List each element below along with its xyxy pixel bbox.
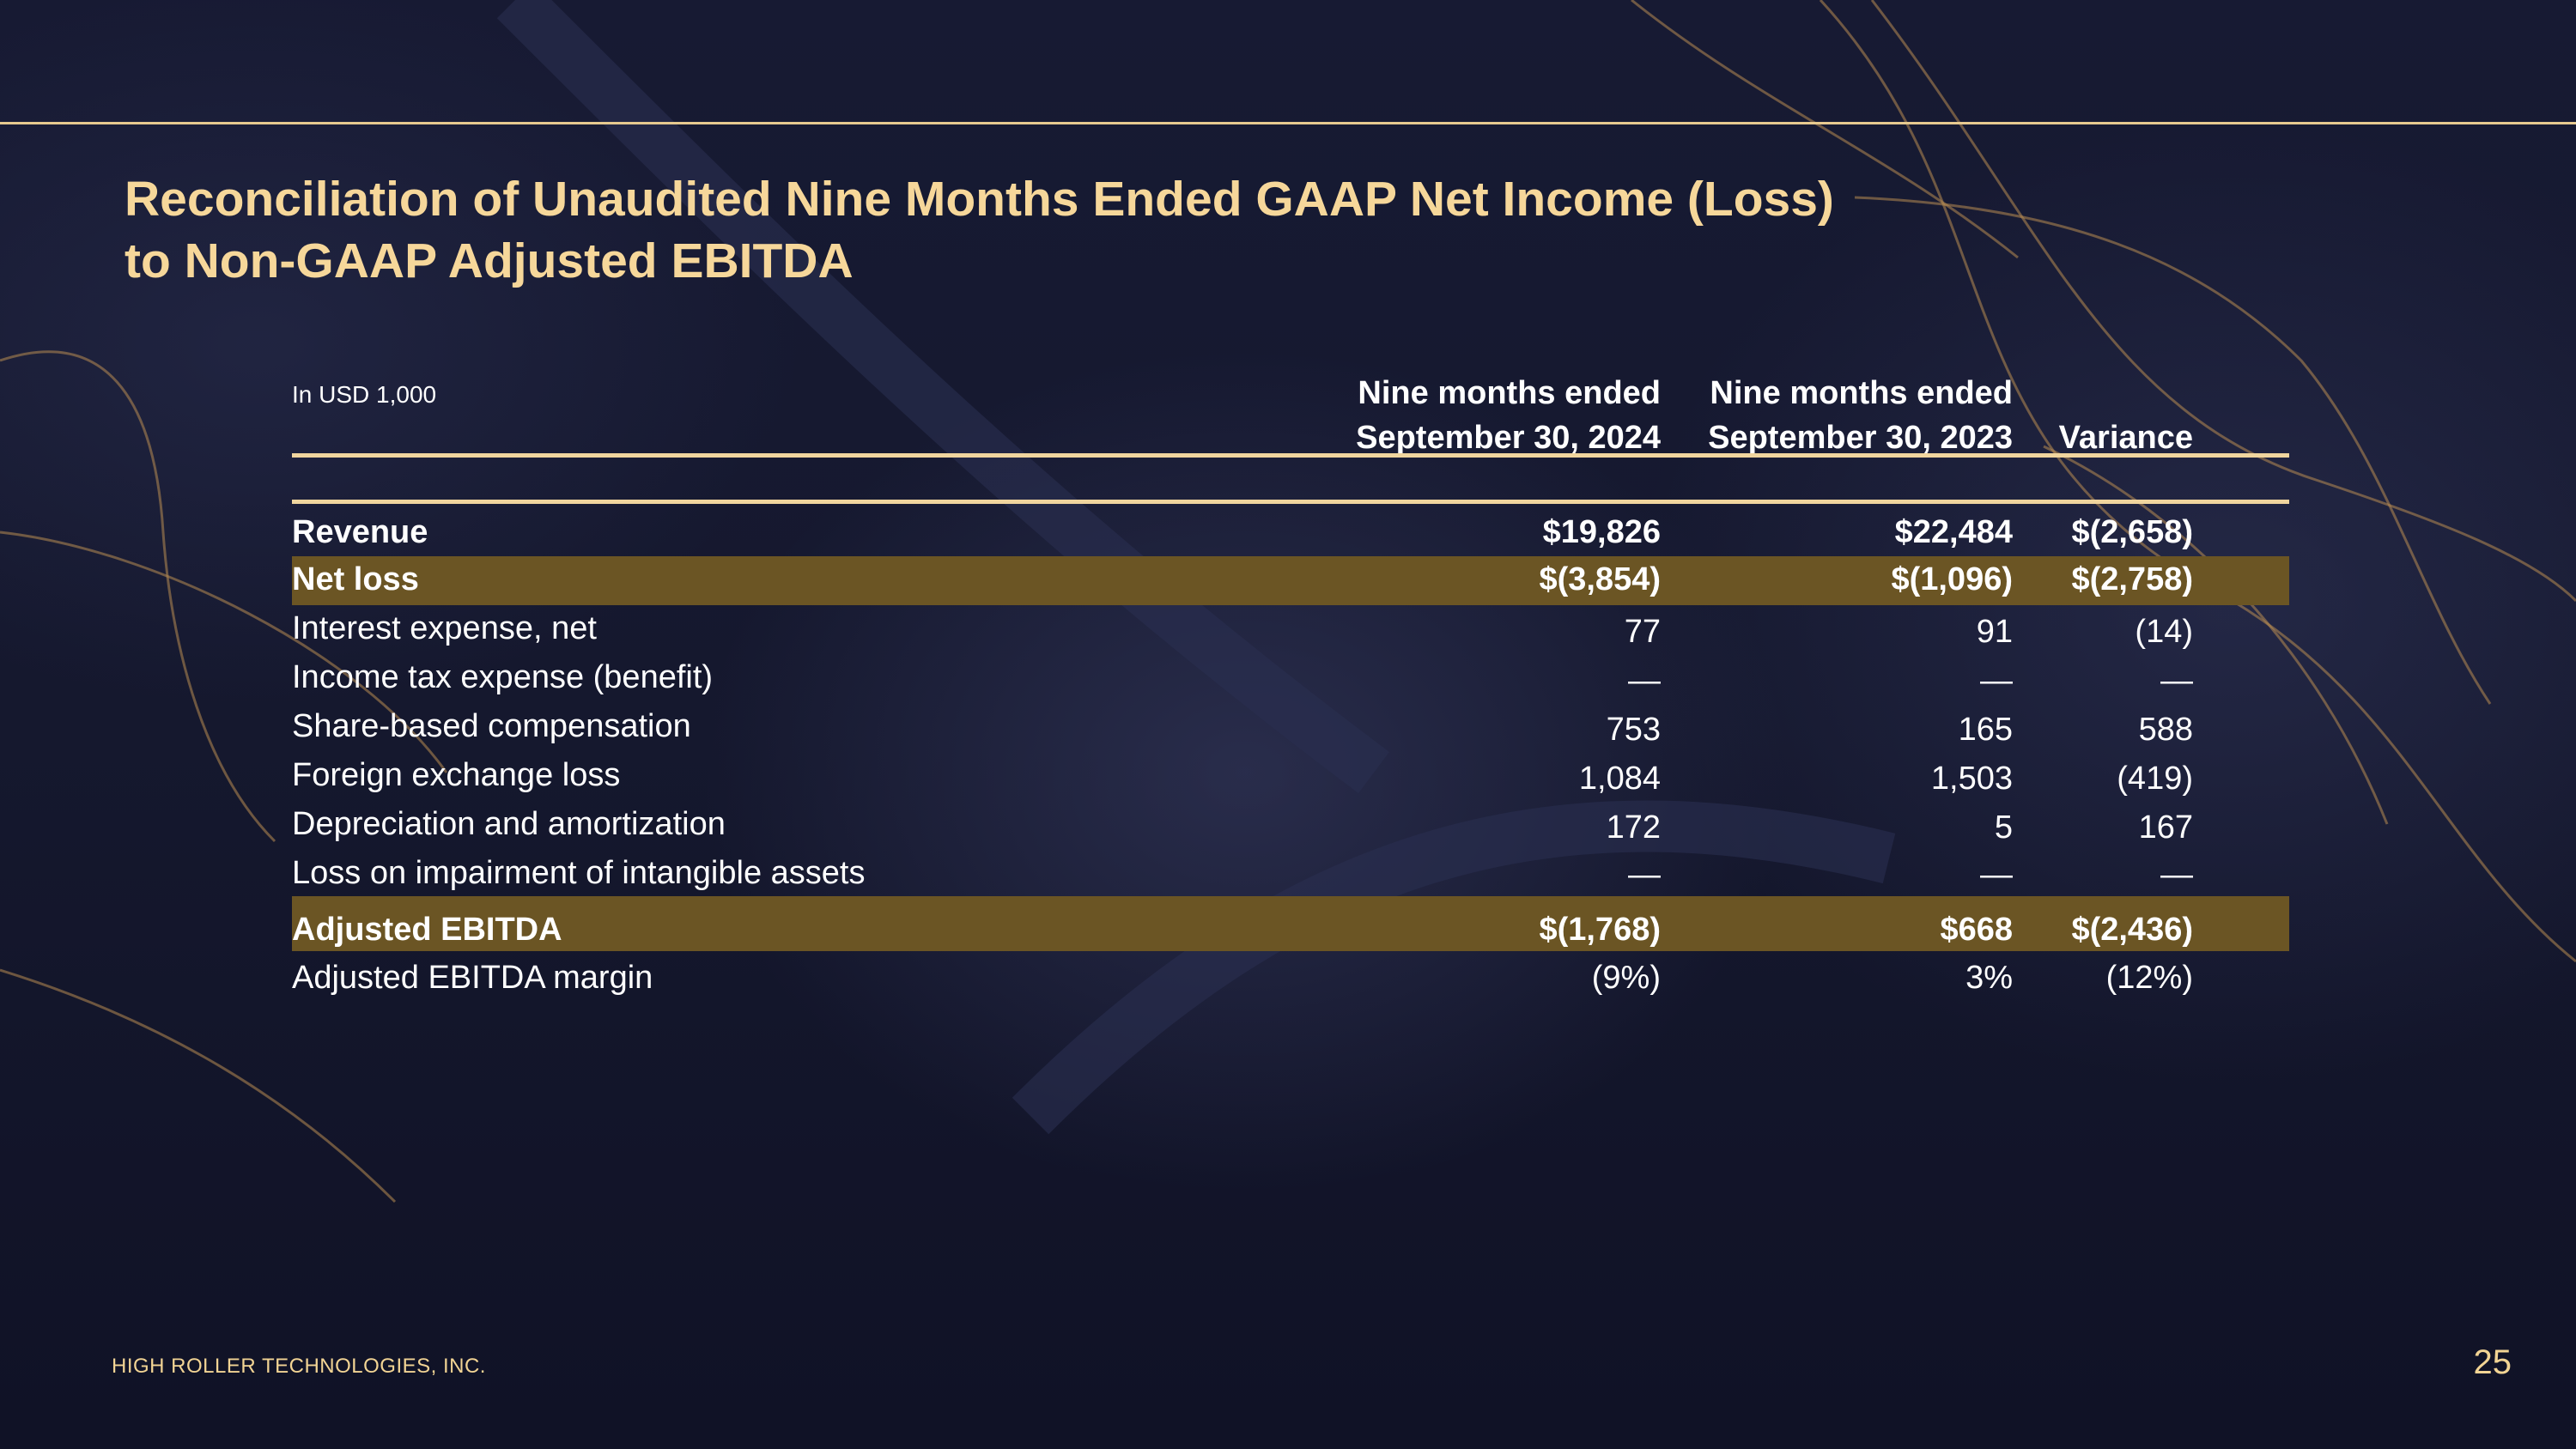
cell-2024: 172 bbox=[1606, 809, 1661, 846]
row-label: Adjusted EBITDA margin bbox=[292, 960, 653, 996]
cell-2024: $19,826 bbox=[1542, 514, 1661, 550]
table-row-fx-loss: Foreign exchange loss 1,084 1,503 (419) bbox=[292, 752, 2289, 801]
header-rule bbox=[292, 453, 2289, 458]
cell-variance: — bbox=[2160, 663, 2193, 699]
cell-2023: 3% bbox=[1965, 960, 2013, 996]
row-label: Interest expense, net bbox=[292, 610, 597, 646]
row-label: Revenue bbox=[292, 514, 428, 550]
table-row-depreciation: Depreciation and amortization 172 5 167 bbox=[292, 801, 2289, 850]
row-label: Adjusted EBITDA bbox=[292, 912, 562, 948]
cell-2024: (9%) bbox=[1591, 960, 1661, 996]
page-title-line-2: to Non-GAAP Adjusted EBITDA bbox=[125, 233, 854, 288]
cell-variance: (12%) bbox=[2105, 960, 2193, 996]
row-label: Share-based compensation bbox=[292, 708, 691, 744]
row-label: Depreciation and amortization bbox=[292, 806, 726, 842]
cell-2023: $22,484 bbox=[1894, 514, 2013, 550]
header-2024: Nine months ended September 30, 2024 bbox=[1356, 375, 1661, 456]
cell-variance: $(2,658) bbox=[2071, 514, 2193, 550]
cell-2023: — bbox=[1980, 857, 2013, 893]
cell-2023: 5 bbox=[1994, 809, 2013, 846]
cell-2023: $(1,096) bbox=[1891, 561, 2013, 597]
page-title-line-1: Reconciliation of Unaudited Nine Months … bbox=[125, 172, 1834, 227]
table-row-income-tax: Income tax expense (benefit) — — — bbox=[292, 654, 2289, 703]
cell-2024: 77 bbox=[1624, 614, 1661, 650]
table-row-adjusted-ebitda: Adjusted EBITDA $(1,768) $668 $(2,436) bbox=[292, 896, 2289, 951]
row-label: Foreign exchange loss bbox=[292, 757, 621, 793]
cell-2024: 753 bbox=[1606, 712, 1661, 748]
table-row-net-loss: Net loss $(3,854) $(1,096) $(2,758) bbox=[292, 556, 2289, 605]
cell-2023: $668 bbox=[1940, 912, 2013, 948]
header-2023: Nine months ended September 30, 2023 bbox=[1708, 375, 2013, 456]
cell-variance: — bbox=[2160, 857, 2193, 893]
cell-2023: — bbox=[1980, 663, 2013, 699]
cell-variance: 588 bbox=[2138, 712, 2193, 748]
table-row-revenue: Revenue $19,826 $22,484 $(2,658) bbox=[292, 509, 2289, 558]
cell-variance: $(2,436) bbox=[2071, 912, 2193, 948]
table-row-interest-expense: Interest expense, net 77 91 (14) bbox=[292, 605, 2289, 654]
cell-2024: $(3,854) bbox=[1539, 561, 1661, 597]
footer-company: HIGH ROLLER TECHNOLOGIES, INC. bbox=[112, 1355, 486, 1378]
cell-2024: — bbox=[1628, 663, 1661, 699]
row-label: Income tax expense (benefit) bbox=[292, 659, 714, 695]
header-variance: Variance bbox=[2058, 420, 2193, 456]
cell-2023: 91 bbox=[1976, 614, 2013, 650]
table-row-ebitda-margin: Adjusted EBITDA margin (9%) 3% (12%) bbox=[292, 955, 2289, 1003]
page-title: Reconciliation of Unaudited Nine Months … bbox=[125, 168, 2099, 292]
body-rule bbox=[292, 500, 2289, 504]
table-row-share-based-comp: Share-based compensation 753 165 588 bbox=[292, 703, 2289, 752]
cell-variance: 167 bbox=[2138, 809, 2193, 846]
cell-2024: $(1,768) bbox=[1539, 912, 1661, 948]
cell-2023: 165 bbox=[1958, 712, 2013, 748]
table-row-impairment: Loss on impairment of intangible assets … bbox=[292, 850, 2289, 899]
cell-variance: (419) bbox=[2117, 761, 2193, 797]
unit-note: In USD 1,000 bbox=[292, 381, 437, 408]
cell-variance: $(2,758) bbox=[2071, 561, 2193, 597]
cell-2023: 1,503 bbox=[1930, 761, 2013, 797]
cell-variance: (14) bbox=[2135, 614, 2193, 650]
cell-2024: — bbox=[1628, 857, 1661, 893]
page-number: 25 bbox=[2473, 1343, 2512, 1381]
top-divider bbox=[0, 122, 2576, 124]
row-label: Net loss bbox=[292, 561, 419, 597]
cell-2024: 1,084 bbox=[1578, 761, 1661, 797]
row-label: Loss on impairment of intangible assets bbox=[292, 855, 866, 891]
